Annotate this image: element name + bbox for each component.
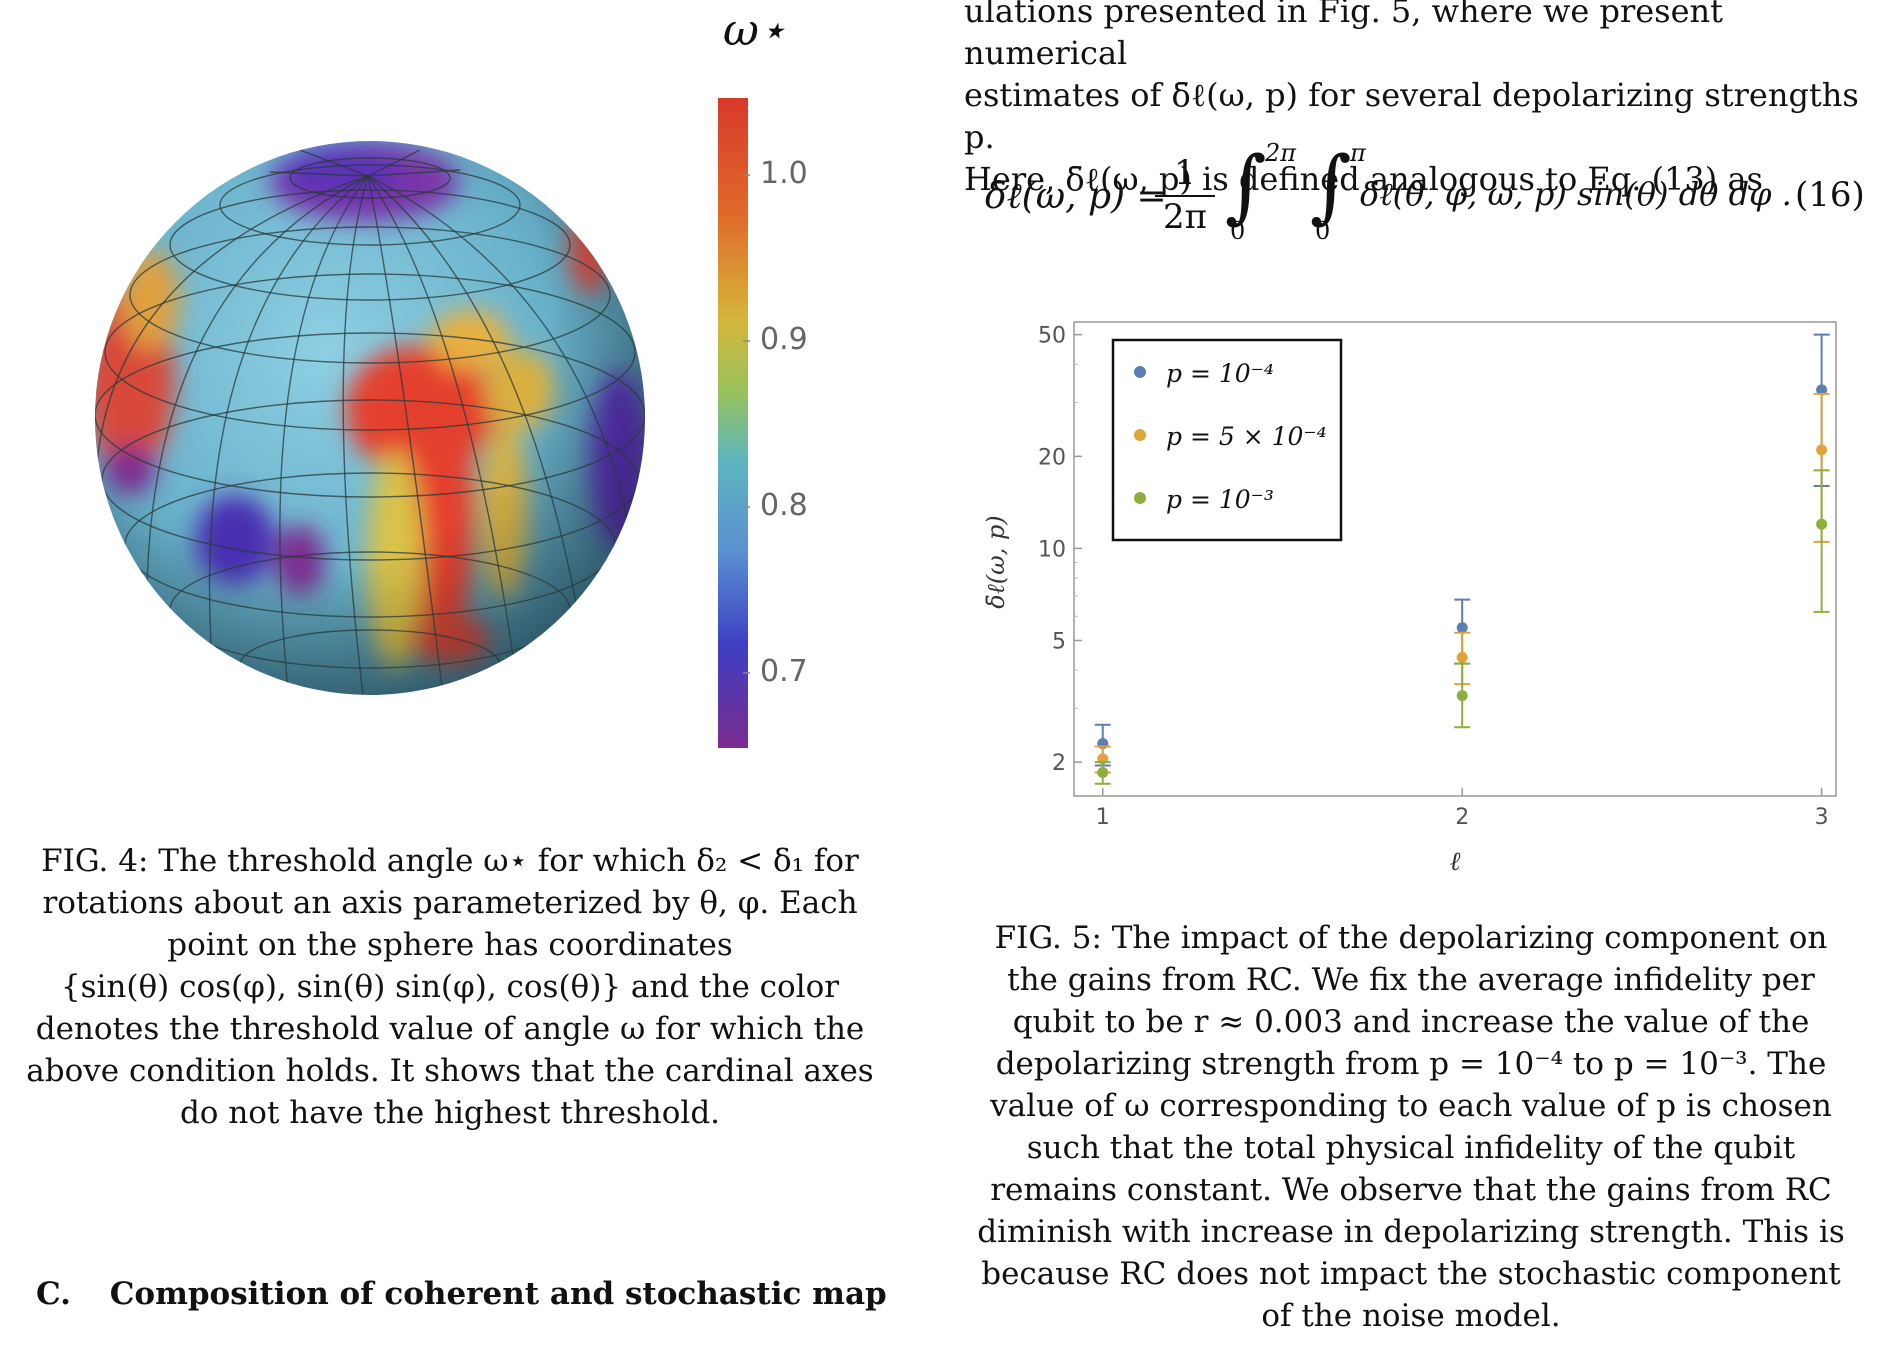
x-axis-label: ℓ xyxy=(1450,847,1461,877)
fig4-figure: ω⋆ xyxy=(95,5,786,748)
data-point xyxy=(1816,518,1828,530)
y-tick-label: 20 xyxy=(1038,445,1066,470)
fraction-numerator: 1 xyxy=(1174,153,1196,193)
legend-marker xyxy=(1134,366,1146,378)
x-tick-label: 2 xyxy=(1455,805,1469,830)
text-line: Here, δ̄ℓ(ω, p) is defined analogous to … xyxy=(964,160,1763,198)
colorbar-tick: 1.0 xyxy=(760,156,808,191)
fig5-caption: FIG. 5: The impact of the depolarizing c… xyxy=(960,917,1862,1337)
legend-box xyxy=(1111,338,1343,542)
section-title: Composition of coherent and stochastic m… xyxy=(109,1276,887,1312)
legend-label: p = 10⁻⁴ xyxy=(1166,359,1274,388)
y-tick-label: 50 xyxy=(1038,324,1066,349)
caption-line: denotes the threshold value of angle ω f… xyxy=(35,1011,865,1047)
y-axis: 2 5 10 20 50 xyxy=(1038,324,1082,776)
caption-line: rotations about an axis parameterized by… xyxy=(42,885,858,921)
data-point xyxy=(1456,690,1468,702)
data-point xyxy=(1456,651,1468,663)
equation-number: (16) xyxy=(1795,175,1865,215)
caption-line: because RC does not impact the stochasti… xyxy=(981,1256,1841,1292)
equation-16: δ̄ℓ(ω, p) = 1 2π ∫ 2π 0 ∫ π 0 δℓ(θ, φ, ω… xyxy=(985,139,1865,255)
integral-lower: 0 xyxy=(1315,217,1331,245)
caption-line: remains constant. We observe that the ga… xyxy=(990,1172,1832,1208)
equation-lhs: δ̄ℓ(ω, p) = xyxy=(985,176,1167,217)
colorbar-tick: 0.8 xyxy=(760,488,808,523)
y-tick-label: 10 xyxy=(1038,537,1066,562)
section-number: C. xyxy=(36,1276,71,1312)
caption-line: point on the sphere has coordinates xyxy=(167,927,733,963)
colorbar-label: ω⋆ xyxy=(723,5,786,56)
caption-line: qubit to be r ≈ 0.003 and increase the v… xyxy=(1012,1004,1810,1040)
caption-line: of the noise model. xyxy=(1261,1298,1561,1334)
x-tick-label: 3 xyxy=(1815,805,1829,830)
section-heading: C. Composition of coherent and stochasti… xyxy=(36,1276,887,1312)
integral-upper: π xyxy=(1350,139,1366,167)
colorbar-tick: 0.7 xyxy=(760,654,808,689)
integrand: δℓ(θ, φ, ω, p) sin(θ) dθ dφ . xyxy=(1360,175,1792,213)
legend: p = 10⁻⁴ p = 5 × 10⁻⁴ p = 10⁻³ xyxy=(1111,338,1343,542)
chart-marks xyxy=(1094,333,1830,785)
legend-label: p = 5 × 10⁻⁴ xyxy=(1166,422,1327,451)
caption-line: such that the total physical infidelity … xyxy=(1026,1130,1796,1166)
series xyxy=(1094,469,1830,785)
legend-marker xyxy=(1134,429,1146,441)
caption-line: diminish with increase in depolarizing s… xyxy=(977,1214,1845,1250)
caption-line: {sin(θ) cos(φ), sin(θ) sin(φ), cos(θ)} a… xyxy=(60,969,840,1005)
caption-line: value of ω corresponding to each value o… xyxy=(990,1088,1832,1124)
caption-line: above condition holds. It shows that the… xyxy=(26,1053,874,1089)
y-axis-label: δ̄ℓ(ω, p) xyxy=(982,515,1010,608)
legend-label: p = 10⁻³ xyxy=(1166,485,1274,514)
text-line: estimates of δ̄ℓ(ω, p) for several depol… xyxy=(964,76,1859,156)
colorbar-tick: 0.9 xyxy=(760,322,808,357)
integral-upper: 2π xyxy=(1265,139,1297,167)
fraction: 1 2π xyxy=(1155,153,1215,237)
y-tick-label: 5 xyxy=(1052,629,1066,654)
fig4-caption: FIG. 4: The threshold angle ω⋆ for which… xyxy=(10,840,890,1134)
integral-sign: ∫ xyxy=(1225,139,1267,232)
x-axis: 1 2 3 xyxy=(1096,788,1829,830)
fig5-chart: 2 5 10 20 50 1 2 3 δ̄ℓ(ω, p) ℓ p = 10⁻⁴ p = 5 … xyxy=(982,321,1837,877)
integral-sign: ∫ xyxy=(1310,139,1352,232)
legend-marker xyxy=(1134,492,1146,504)
y-tick-label: 2 xyxy=(1052,751,1066,776)
caption-line: the gains from RC. We fix the average in… xyxy=(1007,962,1815,998)
caption-line: do not have the highest threshold. xyxy=(179,1095,721,1131)
text-line: ulations presented in Fig. 5, where we p… xyxy=(964,0,1723,72)
sphere xyxy=(95,141,645,695)
x-tick-label: 1 xyxy=(1096,805,1110,830)
fraction-denominator: 2π xyxy=(1155,195,1215,237)
data-point xyxy=(1097,767,1109,779)
body-paragraph: ulations presented in Fig. 5, where we p… xyxy=(964,0,1864,200)
data-point xyxy=(1816,444,1828,456)
data-point xyxy=(1816,384,1828,396)
caption-line: FIG. 4: The threshold angle ω⋆ for which… xyxy=(41,843,859,879)
caption-line: FIG. 5: The impact of the depolarizing c… xyxy=(994,920,1828,956)
integral-lower: 0 xyxy=(1230,217,1246,245)
colorbar xyxy=(718,98,748,748)
data-point xyxy=(1456,622,1468,634)
caption-line: depolarizing strength from p = 10⁻⁴ to p… xyxy=(995,1046,1827,1082)
